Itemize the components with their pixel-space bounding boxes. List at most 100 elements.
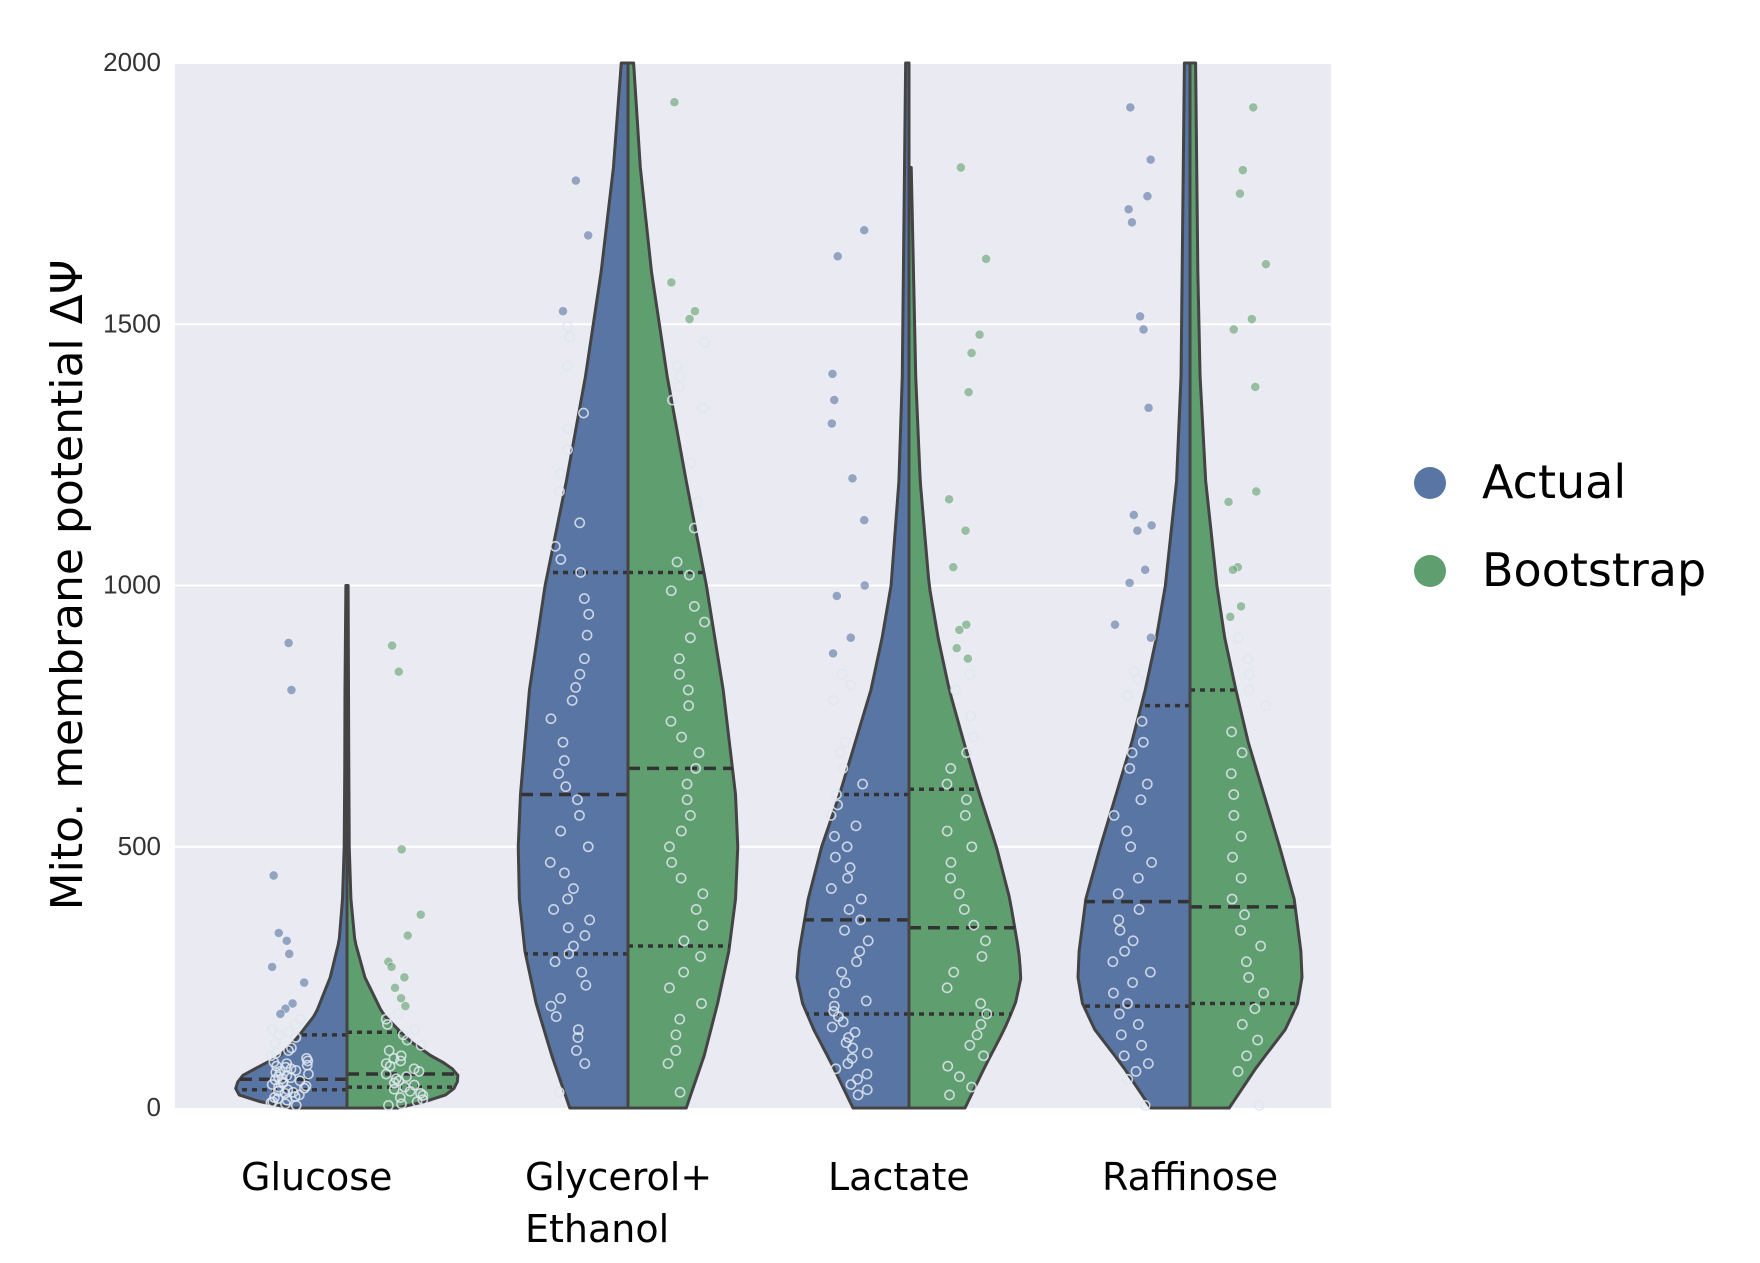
data-point-actual [828,695,839,706]
data-point-actual [843,1032,854,1043]
data-point-actual [266,1024,278,1036]
x-tick-label: Raffinose [1102,1155,1278,1199]
data-point-actual [832,799,843,811]
data-point-bootstrap [953,1071,965,1083]
data-point-actual [1113,1008,1125,1020]
legend: Actual Bootstrap [1414,455,1706,597]
data-point-actual [283,637,294,648]
data-point-actual [283,1026,295,1038]
data-point-actual [845,1079,857,1090]
data-point-bootstrap [981,253,992,264]
data-point-bootstrap [1243,668,1255,680]
data-point-actual [1112,888,1124,900]
data-point-bootstrap [960,525,971,536]
data-point-actual [266,1079,278,1090]
data-point-actual [828,987,840,999]
data-point-bootstrap [681,794,693,806]
data-point-bootstrap [666,277,677,288]
data-point-actual [303,1068,314,1080]
data-point-bootstrap [1246,314,1257,325]
data-point-bootstrap [417,1094,429,1106]
data-point-bootstrap [402,930,413,941]
data-point-bootstrap [390,982,401,993]
data-point-bootstrap [696,998,707,1009]
data-point-bootstrap [961,619,972,630]
data-point-bootstrap [1236,601,1247,612]
data-point-actual [570,175,581,186]
data-point-bootstrap [966,841,978,853]
data-point-bootstrap [961,794,972,806]
data-point-actual [836,668,848,680]
x-tick-label: Glucose [241,1155,392,1199]
data-point-actual [1125,102,1136,113]
data-point-bootstrap [673,381,685,393]
data-point-actual [582,841,594,853]
data-point-actual [1135,311,1146,322]
data-point-actual [553,768,565,779]
data-point-bootstrap [1248,102,1259,113]
data-point-bootstrap [1260,259,1271,270]
data-point-actual [1146,520,1157,531]
data-point-actual [1114,924,1126,936]
data-point-bootstrap [669,97,680,108]
data-point-actual [852,1089,864,1101]
data-point-actual [857,778,869,790]
y-axis-label: Mito. membrane potential ΔΨ [42,260,93,911]
data-point-actual [1124,577,1135,588]
data-point-actual [844,862,856,874]
data-point-bootstrap [695,951,706,962]
data-point-bootstrap [1250,381,1261,392]
data-point-bootstrap [670,1045,682,1056]
data-point-actual [1122,689,1134,701]
data-point-actual [574,517,586,529]
data-point-actual [859,225,870,236]
data-point-bootstrap [945,762,957,774]
data-point-actual [828,1000,840,1012]
data-point-bootstrap [966,1081,978,1093]
legend-label-actual: Actual [1482,455,1626,509]
data-point-bootstrap [950,684,962,696]
data-point-bootstrap [684,569,695,581]
data-point-actual [545,1000,557,1012]
data-point-bootstrap [380,1068,392,1080]
x-tick-label: Ethanol [525,1207,669,1251]
data-point-actual [1130,1066,1142,1077]
data-point-actual [554,486,565,497]
data-point-bootstrap [674,1013,686,1025]
data-point-actual [842,872,853,884]
data-point-bootstrap [684,314,695,325]
data-point-bootstrap [676,731,688,743]
data-point-bootstrap [1239,909,1250,921]
data-point-actual [1140,564,1151,575]
data-point-bootstrap [673,653,685,665]
data-point-bootstrap [961,747,973,759]
data-point-actual [580,979,592,991]
violin-actual-4 [1076,61,1192,1110]
data-point-actual [1144,966,1156,978]
data-point-actual [555,553,567,565]
data-point-actual [298,1082,310,1094]
data-point-actual [566,695,578,706]
violin-bootstrap-2 [626,61,740,1110]
data-point-bootstrap [1235,872,1247,884]
data-point-bootstrap [944,1089,955,1101]
data-point-bootstrap [699,616,710,628]
data-point-actual [830,1063,842,1075]
data-point-bootstrap [383,1099,394,1111]
data-point-actual [834,747,846,759]
y-tick-labels: 0 500 1000 1500 2000 [103,47,161,1122]
data-point-bootstrap [681,778,693,790]
data-point-bootstrap [411,1096,423,1108]
data-point-bootstrap [678,966,690,978]
data-point-actual [583,230,594,241]
data-point-actual [557,736,569,748]
data-point-actual [829,395,840,406]
data-point-actual [578,407,589,419]
data-point-actual [284,948,295,959]
data-point-actual [827,368,838,379]
data-point-bootstrap [1235,924,1246,936]
data-point-actual [584,914,596,926]
data-point-bootstrap [945,872,956,884]
data-point-actual [563,948,575,960]
data-point-actual [837,762,849,774]
